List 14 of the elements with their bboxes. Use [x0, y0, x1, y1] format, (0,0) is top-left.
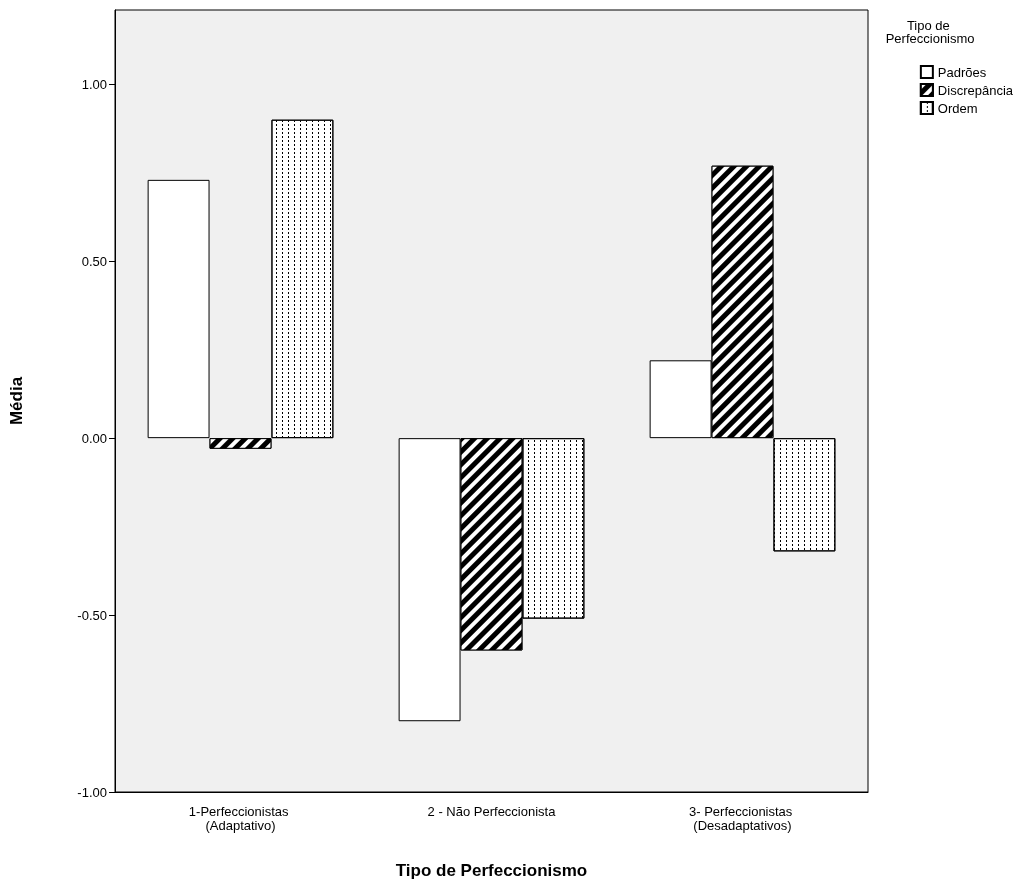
- legend-label: Padrões: [937, 64, 987, 80]
- x-tick-label: 2 - Não Perfeccionista: [427, 803, 557, 819]
- legend-title: Tipo de Perfeccionismo: [395, 861, 588, 880]
- legend-label: Discrepância: [937, 82, 1014, 98]
- x-tick-label: 3- Perfeccionistas (Desadaptativos): [689, 803, 796, 833]
- y-tick-label: 0.00: [81, 430, 107, 446]
- y-tick-label: 1.00: [81, 76, 107, 92]
- y-tick-label: -1.00: [77, 784, 107, 800]
- y-axis-title: Média: [7, 376, 26, 426]
- x-axis-title: Tipo de Perfeccionismo: [885, 18, 975, 46]
- legend-label: Ordem: [937, 100, 978, 116]
- y-tick-label: 0.50: [81, 253, 107, 269]
- y-tick-label: -0.50: [77, 607, 107, 623]
- x-tick-label: 1-Perfeccionistas (Adaptativo): [188, 803, 293, 833]
